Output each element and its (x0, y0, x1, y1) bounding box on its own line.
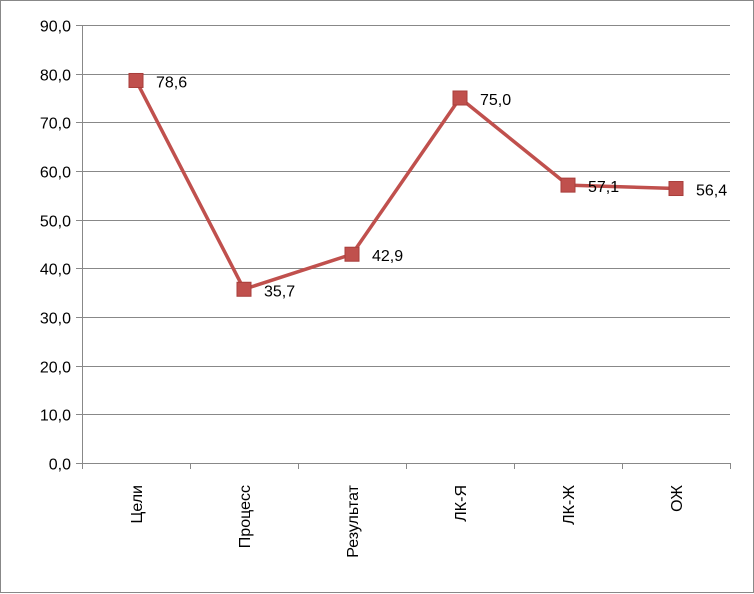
x-category-label: Процесс (237, 485, 254, 548)
y-axis-ticks: 0,0 10,0 20,0 30,0 40,0 50,0 60,0 70,0 80,0 90,0 (40, 19, 71, 474)
data-point-marker (668, 181, 684, 197)
y-tick-label: 30,0 (40, 311, 71, 328)
y-tick-label: 80,0 (40, 68, 71, 85)
x-category-label: Результат (345, 484, 362, 557)
x-category-label: ОЖ (669, 485, 686, 512)
data-point-marker (344, 246, 360, 262)
gridlines (82, 25, 730, 415)
data-point-marker (452, 90, 468, 106)
x-category-label: ЛК-Ж (561, 485, 578, 525)
data-point-marker (128, 72, 144, 88)
x-category-label: Цели (129, 485, 146, 523)
y-tick-label: 60,0 (40, 165, 71, 182)
x-axis-categories: Цели Процесс Результат ЛК-Я ЛК-Ж ОЖ (129, 484, 686, 557)
data-label: 42,9 (372, 248, 403, 265)
y-tick-label: 90,0 (40, 19, 71, 36)
series-line (134, 79, 677, 292)
axes (76, 25, 731, 469)
y-tick-label: 20,0 (40, 360, 71, 377)
data-label: 75,0 (480, 92, 511, 109)
data-label: 57,1 (588, 179, 619, 196)
data-label: 56,4 (696, 183, 727, 200)
data-point-marker (560, 177, 576, 193)
data-point-marker (236, 281, 252, 297)
y-tick-label: 0,0 (49, 457, 71, 474)
data-labels: 78,6 35,7 42,9 75,0 57,1 56,4 (156, 74, 727, 300)
y-tick-label: 40,0 (40, 262, 71, 279)
data-label: 78,6 (156, 74, 187, 91)
series-polyline (134, 79, 677, 292)
data-label: 35,7 (264, 283, 295, 300)
y-tick-label: 10,0 (40, 408, 71, 425)
x-category-label: ЛК-Я (453, 485, 470, 522)
y-tick-label: 50,0 (40, 214, 71, 231)
series-markers (128, 72, 684, 297)
y-tick-label: 70,0 (40, 116, 71, 133)
